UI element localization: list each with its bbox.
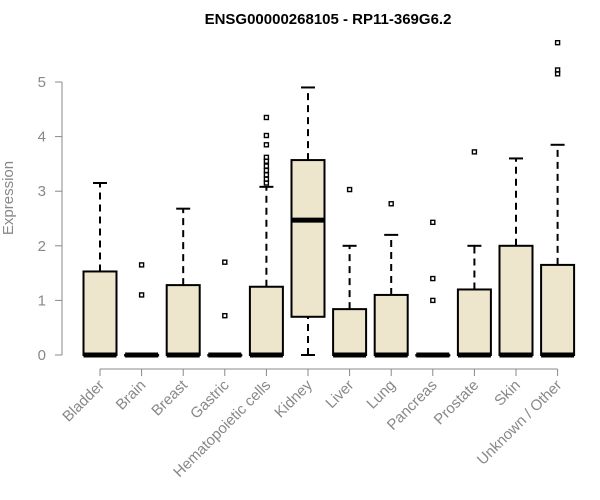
outlier-point bbox=[263, 142, 270, 148]
outlier-point bbox=[471, 149, 478, 155]
y-axis-label: Expression bbox=[0, 161, 17, 235]
outlier-point bbox=[263, 163, 270, 169]
box bbox=[332, 308, 368, 356]
x-tick-label: Prostate bbox=[431, 377, 483, 429]
box-group bbox=[207, 259, 243, 358]
box bbox=[290, 159, 326, 318]
y-axis: 0 1 2 3 4 5 bbox=[38, 74, 63, 364]
outlier-point bbox=[138, 292, 145, 298]
chart-title: ENSG00000268105 - RP11-369G6.2 bbox=[205, 11, 452, 28]
box bbox=[82, 270, 118, 357]
box bbox=[540, 263, 576, 356]
outlier-point bbox=[346, 186, 353, 193]
box-group bbox=[332, 186, 368, 358]
x-tick-label: Kidney bbox=[271, 376, 316, 421]
outlier-point bbox=[430, 219, 436, 226]
box-group bbox=[290, 86, 326, 356]
box bbox=[248, 285, 284, 356]
y-tick-label: 2 bbox=[38, 238, 46, 255]
outlier-point bbox=[263, 167, 270, 174]
box-group bbox=[248, 114, 284, 358]
y-tick-label: 5 bbox=[38, 74, 46, 91]
box-group bbox=[165, 207, 201, 358]
outlier-point bbox=[388, 201, 394, 207]
box-group bbox=[124, 262, 160, 358]
y-tick-label: 3 bbox=[38, 183, 46, 200]
box-group bbox=[456, 149, 492, 358]
outlier-point bbox=[430, 275, 436, 282]
box bbox=[373, 293, 409, 357]
x-tick-label: Skin bbox=[491, 377, 524, 410]
x-tick-label: Liver bbox=[322, 377, 357, 412]
box-group bbox=[415, 219, 451, 358]
box-group bbox=[373, 201, 409, 358]
x-tick-label: Lung bbox=[363, 377, 399, 413]
x-tick-label: Brain bbox=[113, 377, 150, 414]
box-group bbox=[498, 157, 534, 358]
outlier-point bbox=[263, 154, 270, 161]
y-tick-label: 4 bbox=[38, 129, 46, 146]
outlier-point bbox=[222, 259, 228, 265]
x-tick-label: Breast bbox=[148, 376, 191, 419]
outlier-point bbox=[263, 132, 270, 139]
outlier-point bbox=[430, 297, 436, 304]
box-group bbox=[540, 39, 576, 358]
outlier-point bbox=[263, 176, 270, 182]
box-group bbox=[82, 182, 118, 358]
outlier-point bbox=[554, 39, 561, 46]
y-tick-label: 1 bbox=[38, 292, 46, 309]
outlier-point bbox=[138, 262, 145, 268]
outlier-point bbox=[263, 114, 270, 121]
x-tick-label: Bladder bbox=[59, 377, 108, 426]
box bbox=[498, 244, 534, 356]
box bbox=[165, 284, 201, 356]
plot-area bbox=[82, 39, 576, 358]
outlier-point bbox=[554, 67, 561, 73]
outlier-point bbox=[222, 312, 228, 319]
outlier-point bbox=[263, 172, 270, 178]
y-tick-label: 0 bbox=[38, 347, 46, 364]
box bbox=[456, 288, 492, 357]
